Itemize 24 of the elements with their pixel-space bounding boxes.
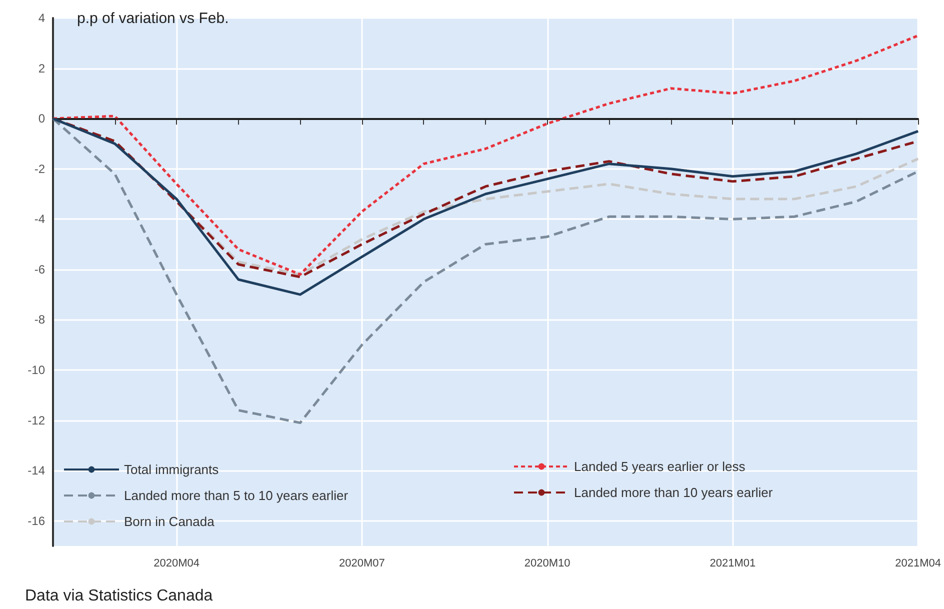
legend-label: Landed more than 5 to 10 years earlier <box>124 488 349 503</box>
y-tick-label: -4 <box>34 212 46 226</box>
y-tick-label: -10 <box>28 363 46 377</box>
x-tick-label: 2020M07 <box>339 558 385 570</box>
y-tick-label: -8 <box>34 312 46 327</box>
y-tick-label: -6 <box>34 262 46 276</box>
text: Data via Statistics Canada <box>25 588 213 604</box>
y-axis-title: p.p of variation vs Feb. <box>77 10 229 27</box>
x-tick-label: 2020M10 <box>524 558 570 570</box>
y-tick-label: 4 <box>38 11 46 25</box>
x-tick-label: 2020M04 <box>154 558 200 570</box>
legend-label: Landed more than 10 years earlier <box>574 485 774 500</box>
y-tick-label: 2 <box>38 61 46 76</box>
y-tick-label: -16 <box>28 514 46 528</box>
legend-label: Landed 5 years earlier or less <box>574 459 746 474</box>
legend-label: Total immigrants <box>124 462 220 477</box>
y-tick-label: -14 <box>28 464 46 478</box>
x-tick-label: 2021M04 <box>895 558 942 570</box>
y-tick-label: 0 <box>38 112 46 126</box>
y-tick-label: -2 <box>34 162 46 176</box>
y-tick-label: -12 <box>28 413 46 428</box>
x-tick-label: 2021M01 <box>710 558 756 570</box>
legend-label: Born in Canada <box>124 514 216 529</box>
line-series <box>52 34 920 276</box>
